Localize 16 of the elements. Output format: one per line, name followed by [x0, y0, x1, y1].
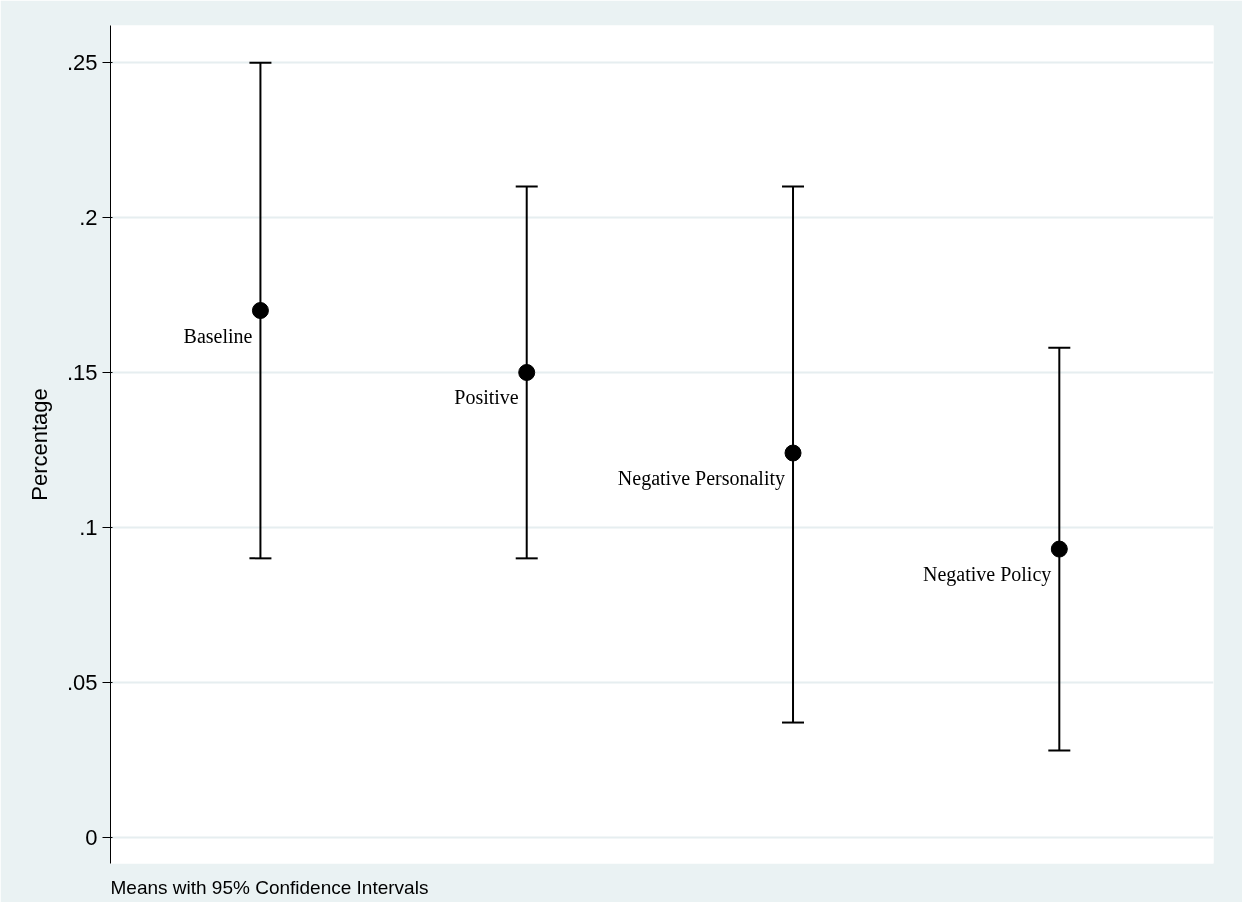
x-tick-label: Baseline: [183, 324, 253, 347]
y-tick-label: .1: [79, 514, 98, 540]
point: [518, 363, 536, 381]
text: Means with 95% Confidence Intervals: [110, 876, 429, 898]
point: [1050, 540, 1068, 558]
y-tick-label: 0: [85, 824, 98, 850]
x-tick-label: Negative Policy: [923, 563, 1052, 587]
y-tick-label: .2: [79, 205, 98, 231]
y-axis-title: Percentage: [26, 388, 52, 501]
y-tick-label: .25: [66, 50, 98, 76]
x-tick-label: Negative Personality: [617, 467, 786, 491]
point: [251, 302, 269, 319]
point: [784, 444, 802, 462]
y-tick-label: .05: [66, 669, 98, 695]
y-tick-label: .15: [66, 359, 98, 385]
x-tick-label: Positive: [454, 386, 519, 409]
